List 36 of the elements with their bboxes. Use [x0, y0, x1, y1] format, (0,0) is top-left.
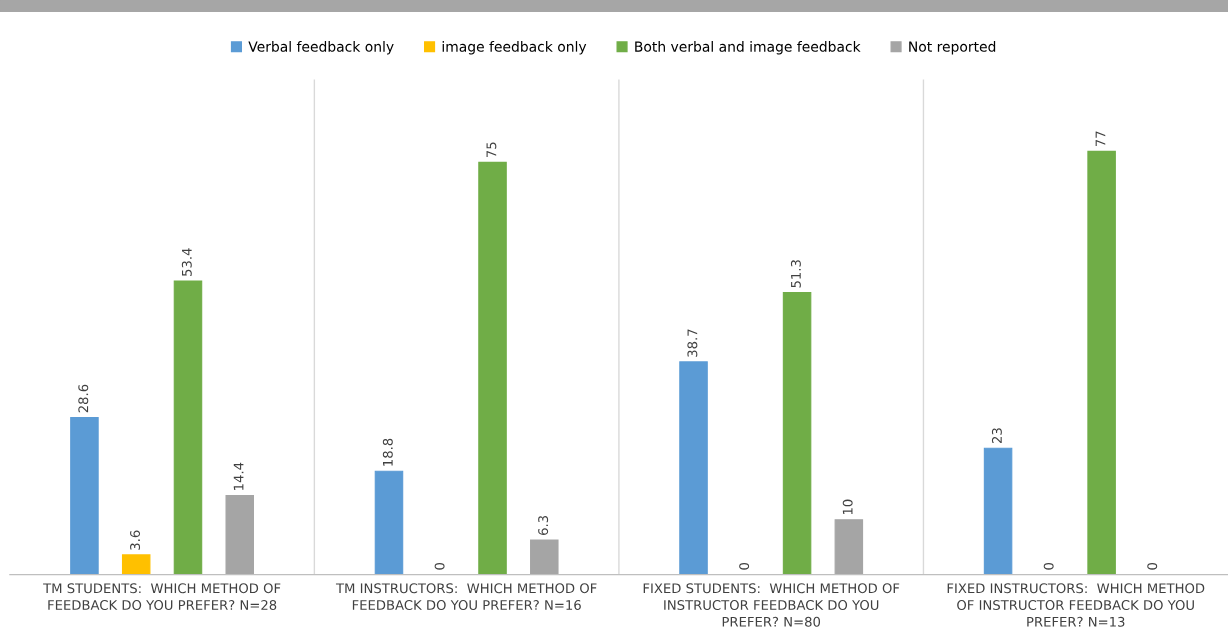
data-label: 0	[434, 562, 445, 570]
data-label: 23	[991, 428, 1002, 444]
legend-label: image feedback only	[442, 41, 587, 55]
data-label: 38.7	[687, 329, 698, 357]
bar	[225, 494, 255, 575]
data-label: 53.4	[181, 248, 192, 276]
bar	[834, 519, 864, 575]
data-label: 0	[739, 562, 750, 570]
bar	[782, 292, 812, 575]
data-label: 28.6	[78, 384, 89, 413]
x-tick-label: TM STUDENTS: WHICH METHOD OF FEEDBACK DO YOU PREFER? N=28	[43, 583, 281, 610]
x-tick-label: TM INSTRUCTORS: WHICH METHOD OF FEEDBACK DO YOU PREFER? N=16	[335, 583, 597, 610]
bar	[983, 447, 1013, 575]
bar	[70, 416, 99, 575]
legend-label: Both verbal and image feedback	[635, 41, 861, 55]
data-label: 0	[1043, 562, 1054, 570]
bar	[478, 161, 507, 575]
bar	[679, 361, 708, 575]
bar	[374, 470, 404, 575]
data-label: 18.8	[382, 438, 393, 466]
data-label: 6.3	[538, 515, 549, 535]
x-tick-label: FIXED INSTRUCTORS: WHICH METHOD OF INSTRUCTOR FEEDBACK DO YOU PREFER? N=13	[947, 583, 1205, 627]
data-label: 3.6	[130, 530, 141, 550]
bar	[1087, 150, 1116, 575]
bar	[121, 554, 151, 575]
data-label: 14.4	[233, 462, 244, 490]
data-label: 51.3	[790, 260, 801, 288]
legend-label: Not reported	[909, 41, 996, 55]
data-label: 77	[1095, 131, 1106, 147]
data-label: 75	[486, 142, 497, 158]
legend-label: Verbal feedback only	[248, 41, 394, 55]
x-tick-label: FIXED STUDENTS: WHICH METHOD OF INSTRUCTOR FEEDBACK DO YOU PREFER? N=80	[643, 583, 900, 627]
bar	[530, 539, 559, 575]
data-label: 0	[1147, 562, 1158, 570]
data-label: 10	[842, 499, 853, 515]
bar	[173, 280, 203, 575]
